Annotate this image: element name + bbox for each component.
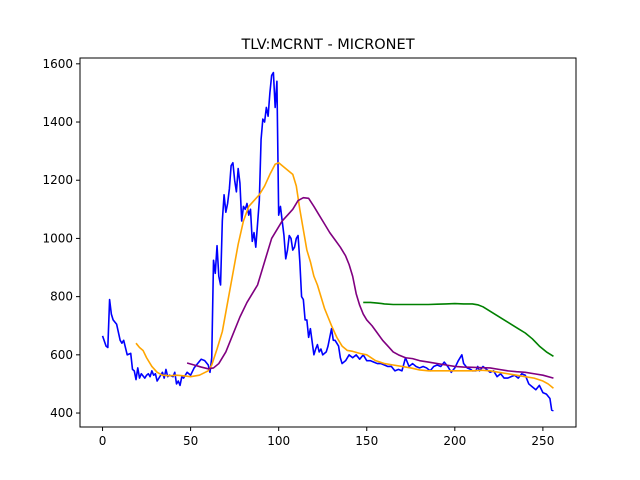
series-line-3: [186, 196, 554, 379]
y-tick-label: 800: [50, 290, 73, 304]
x-tick-label: 0: [99, 434, 107, 448]
series-layer: [101, 71, 554, 412]
plot-frame: [79, 57, 577, 428]
series-line-2: [135, 161, 554, 389]
y-tick-label: 1400: [42, 115, 73, 129]
y-tick-label: 600: [50, 348, 73, 362]
y-axis: 400 600 800 1000 1200 1400 1600: [42, 57, 80, 420]
chart-title: TLV:MCRNT - MICRONET: [240, 37, 414, 53]
series-line-4: [363, 301, 554, 357]
x-tick-label: 200: [443, 434, 466, 448]
y-tick-label: 1000: [42, 231, 73, 245]
x-axis: 0 50 100 150 200 250: [99, 427, 554, 448]
x-tick-label: 50: [183, 434, 198, 448]
x-tick-label: 150: [355, 434, 378, 448]
y-tick-label: 1600: [42, 57, 73, 71]
x-tick-label: 100: [267, 434, 290, 448]
y-tick-label: 1200: [42, 173, 73, 187]
y-tick-label: 400: [50, 406, 73, 420]
x-tick-label: 250: [531, 434, 554, 448]
